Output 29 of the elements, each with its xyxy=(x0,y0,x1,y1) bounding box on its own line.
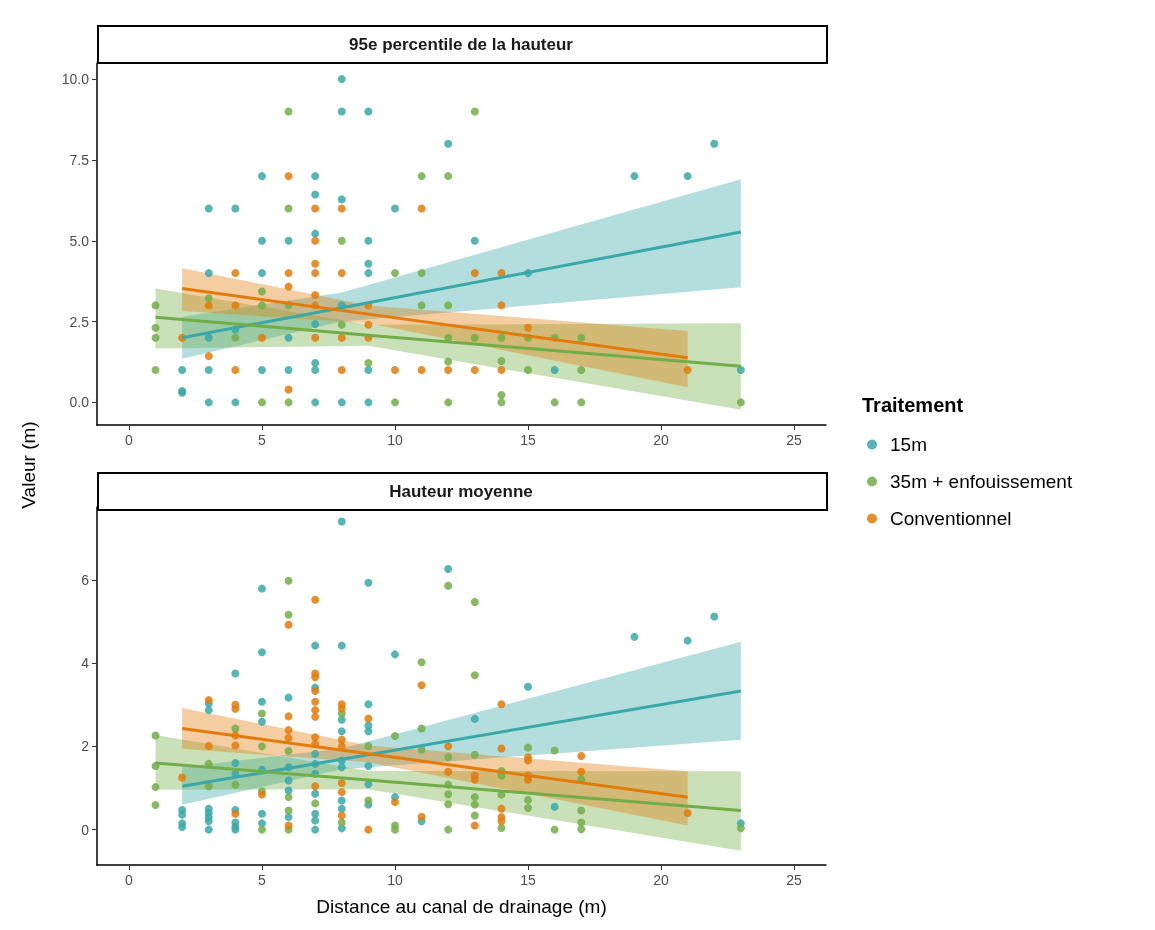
y-tick-label: 2.5 xyxy=(69,313,90,330)
x-tick-label: 15 xyxy=(520,872,537,888)
y-tick-label: 0 xyxy=(81,821,90,838)
x-axis-title: Distance au canal de drainage (m) xyxy=(316,896,607,917)
x-tick-label: 0 xyxy=(125,432,134,448)
y-tick-label: 0.0 xyxy=(69,394,90,411)
y-tick-label: 10.0 xyxy=(61,71,90,88)
legend-label: 15m xyxy=(890,434,927,455)
chart-title: Hauteur moyenne xyxy=(389,481,533,501)
x-tick-label: 25 xyxy=(786,872,803,888)
y-tick-label: 5.0 xyxy=(69,232,90,249)
legend-label: Conventionnel xyxy=(890,508,1012,529)
x-tick-label: 25 xyxy=(786,432,803,448)
x-tick-label: 20 xyxy=(653,432,670,448)
y-tick-label: 2 xyxy=(81,738,90,755)
legend-label: 35m + enfouissement xyxy=(890,471,1073,492)
x-tick-label: 15 xyxy=(520,432,537,448)
y-axis-title: Valeur (m) xyxy=(17,421,39,509)
x-tick-label: 20 xyxy=(653,872,670,888)
y-tick-label: 4 xyxy=(81,655,90,672)
x-tick-label: 0 xyxy=(125,872,134,888)
x-tick-label: 5 xyxy=(258,432,267,448)
chart-title: 95e percentile de la hauteur xyxy=(349,34,574,54)
legend-title: Traitement xyxy=(862,394,964,416)
x-tick-label: 5 xyxy=(258,872,267,888)
y-tick-label: 6 xyxy=(81,571,90,588)
x-tick-label: 10 xyxy=(387,432,403,448)
x-tick-label: 10 xyxy=(387,872,403,888)
y-tick-label: 7.5 xyxy=(69,151,90,168)
